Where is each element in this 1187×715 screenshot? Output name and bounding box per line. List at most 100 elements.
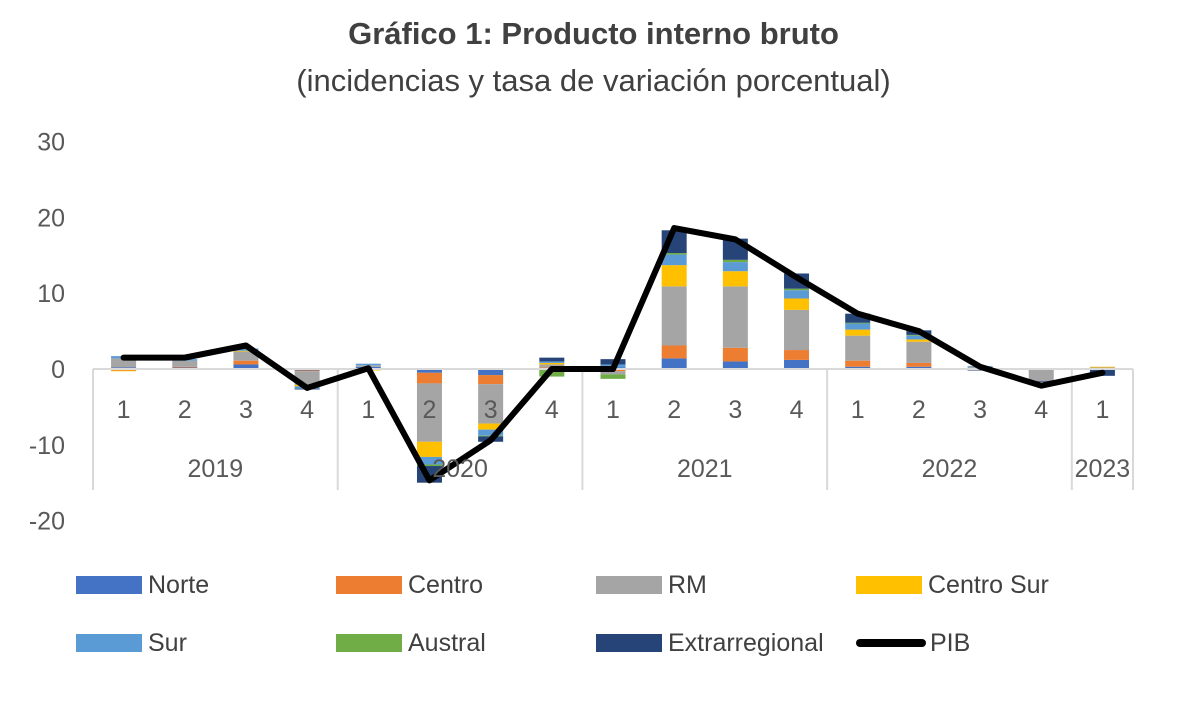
bar-segment bbox=[233, 351, 259, 361]
legend-item: Norte bbox=[76, 570, 209, 600]
bar-segment bbox=[661, 253, 687, 255]
legend-label: Sur bbox=[148, 628, 187, 657]
x-tick-label: 1 bbox=[606, 396, 620, 424]
x-tick-label: 1 bbox=[361, 396, 375, 424]
bar-segment bbox=[600, 374, 626, 379]
legend-item: Sur bbox=[76, 628, 187, 658]
bar-segment bbox=[906, 341, 932, 363]
bar-segment bbox=[539, 357, 565, 362]
bar-segment bbox=[416, 369, 442, 373]
bar-segment bbox=[233, 360, 259, 365]
legend-label: PIB bbox=[930, 628, 971, 657]
bar-segment bbox=[784, 288, 810, 291]
bar-segment bbox=[416, 464, 442, 467]
bar-segment bbox=[478, 369, 504, 376]
bar-segment bbox=[600, 371, 626, 375]
legend-label: Norte bbox=[148, 570, 210, 599]
bar-segment bbox=[1089, 366, 1115, 368]
y-tick-label: -10 bbox=[29, 432, 65, 460]
legend: Norte Centro RM Centro Sur Sur Austral Extrarr… bbox=[76, 570, 1166, 680]
legend-swatch bbox=[856, 639, 926, 647]
legend-label: Centro Sur bbox=[928, 570, 1049, 599]
x-tick-label: 3 bbox=[239, 396, 253, 424]
y-tick-label: 30 bbox=[37, 129, 65, 157]
legend-label: Austral bbox=[408, 628, 486, 657]
bar-segment bbox=[478, 429, 504, 436]
bar-segment bbox=[416, 372, 442, 384]
x-tick-label: 1 bbox=[117, 396, 131, 424]
legend-swatch bbox=[856, 576, 922, 594]
x-group-label: 2021 bbox=[677, 455, 733, 483]
bar-segment bbox=[845, 366, 871, 369]
y-tick-label: -20 bbox=[29, 508, 65, 536]
x-tick-label: 2 bbox=[667, 396, 681, 424]
x-tick-label: 4 bbox=[790, 396, 804, 424]
bar-segment bbox=[661, 254, 687, 266]
bar-segment bbox=[233, 364, 259, 369]
bar-segment bbox=[784, 350, 810, 360]
bar-segment bbox=[906, 334, 932, 336]
bar-segment bbox=[416, 441, 442, 457]
bar-segment bbox=[1028, 381, 1054, 382]
bar-segment bbox=[416, 383, 442, 442]
x-tick-label: 4 bbox=[545, 396, 559, 424]
x-tick-label: 4 bbox=[1034, 396, 1048, 424]
bar-segment bbox=[1028, 369, 1054, 382]
bar-segment bbox=[111, 358, 137, 368]
legend-item: RM bbox=[596, 570, 707, 600]
x-tick-label: 3 bbox=[728, 396, 742, 424]
bar-segment bbox=[294, 370, 320, 372]
bar-segment bbox=[355, 363, 381, 366]
bar-segment bbox=[478, 384, 504, 424]
bar-segment bbox=[661, 286, 687, 346]
x-tick-label: 1 bbox=[1095, 396, 1109, 424]
x-tick-label: 2 bbox=[178, 396, 192, 424]
legend-swatch bbox=[596, 576, 662, 594]
legend-item: Austral bbox=[336, 628, 486, 658]
bar-segment bbox=[722, 262, 748, 272]
legend-swatch bbox=[596, 634, 662, 652]
legend-item: Centro bbox=[336, 570, 483, 600]
x-tick-label: 1 bbox=[851, 396, 865, 424]
legend-label: RM bbox=[668, 570, 707, 599]
bar-segment bbox=[845, 329, 871, 336]
bar-segment bbox=[172, 366, 198, 368]
chart-subtitle: (incidencias y tasa de variación porcent… bbox=[296, 63, 891, 98]
legend-swatch bbox=[76, 634, 142, 652]
legend-item: PIB bbox=[856, 628, 970, 658]
bar-segment bbox=[845, 323, 871, 330]
y-tick-label: 10 bbox=[37, 280, 65, 308]
bar-segment bbox=[722, 259, 748, 263]
bar-segment bbox=[784, 298, 810, 310]
x-group-label: 2019 bbox=[188, 455, 244, 483]
bar-segment bbox=[722, 347, 748, 362]
bar-segment bbox=[233, 350, 259, 352]
bar-segment bbox=[784, 290, 810, 299]
bar-segment bbox=[845, 360, 871, 367]
legend-swatch bbox=[336, 634, 402, 652]
bar-segment bbox=[233, 348, 259, 351]
x-group-label: 2020 bbox=[432, 455, 488, 483]
bar-segment bbox=[172, 360, 198, 367]
bar-segment bbox=[722, 286, 748, 348]
bar-segment bbox=[111, 370, 137, 372]
legend-label: Centro bbox=[408, 570, 484, 599]
bar-segment bbox=[661, 358, 687, 369]
bar-segment bbox=[784, 309, 810, 351]
x-tick-label: 3 bbox=[484, 396, 498, 424]
legend-item: Extrarregional bbox=[596, 628, 824, 658]
bar-segment bbox=[906, 335, 932, 340]
bar-segment bbox=[416, 456, 442, 465]
bar-segment bbox=[722, 361, 748, 369]
x-tick-label: 2 bbox=[912, 396, 926, 424]
pib-line bbox=[120, 225, 1106, 484]
bar-segment bbox=[906, 339, 932, 342]
x-tick-label: 3 bbox=[973, 396, 987, 424]
x-tick-label: 4 bbox=[300, 396, 314, 424]
bar-segment bbox=[845, 322, 871, 324]
chart-title: Gráfico 1: Producto interno bruto bbox=[348, 16, 839, 51]
legend-swatch bbox=[336, 576, 402, 594]
bar-segment bbox=[539, 361, 565, 363]
bar-segment bbox=[539, 362, 565, 365]
legend-label: Extrarregional bbox=[668, 628, 824, 657]
